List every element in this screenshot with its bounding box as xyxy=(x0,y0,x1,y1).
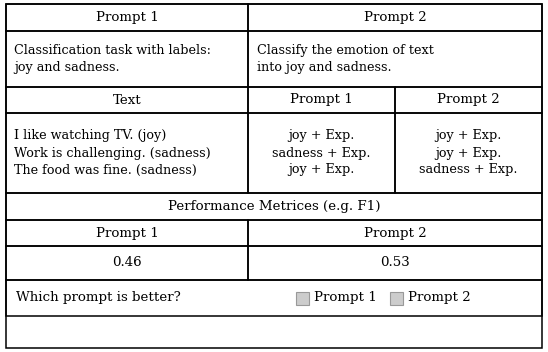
Bar xyxy=(248,31,542,87)
Bar xyxy=(6,193,542,220)
Bar xyxy=(390,291,403,304)
Bar xyxy=(6,246,248,280)
Text: Which prompt is better?: Which prompt is better? xyxy=(16,291,181,304)
Bar xyxy=(6,220,248,246)
Text: Prompt 1: Prompt 1 xyxy=(290,94,353,107)
Bar xyxy=(248,220,542,246)
Text: Classification task with labels:
joy and sadness.: Classification task with labels: joy and… xyxy=(14,44,211,74)
Bar xyxy=(248,4,542,31)
Text: Prompt 2: Prompt 2 xyxy=(364,226,426,239)
Bar xyxy=(395,87,542,113)
Bar xyxy=(248,113,395,193)
Text: Prompt 1: Prompt 1 xyxy=(96,11,158,24)
Text: Prompt 1: Prompt 1 xyxy=(314,291,377,304)
Bar xyxy=(248,87,395,113)
Text: Performance Metrices (e.g. F1): Performance Metrices (e.g. F1) xyxy=(168,200,380,213)
Text: joy + Exp.
sadness + Exp.
joy + Exp.: joy + Exp. sadness + Exp. joy + Exp. xyxy=(272,130,371,176)
Bar xyxy=(6,87,248,113)
Text: Prompt 2: Prompt 2 xyxy=(408,291,471,304)
Bar xyxy=(6,4,248,31)
Bar xyxy=(6,31,248,87)
Bar xyxy=(6,280,542,316)
Text: I like watching TV. (joy)
Work is challenging. (sadness)
The food was fine. (sad: I like watching TV. (joy) Work is challe… xyxy=(14,130,211,176)
Text: Classify the emotion of text
into joy and sadness.: Classify the emotion of text into joy an… xyxy=(257,44,434,74)
Bar xyxy=(296,291,309,304)
Text: Prompt 1: Prompt 1 xyxy=(96,226,158,239)
Text: joy + Exp.
joy + Exp.
sadness + Exp.: joy + Exp. joy + Exp. sadness + Exp. xyxy=(419,130,518,176)
Text: 0.53: 0.53 xyxy=(380,257,410,270)
Text: Text: Text xyxy=(113,94,141,107)
Bar xyxy=(395,113,542,193)
Text: 0.46: 0.46 xyxy=(112,257,142,270)
Bar xyxy=(6,113,248,193)
Text: Prompt 2: Prompt 2 xyxy=(364,11,426,24)
Bar xyxy=(248,246,542,280)
Text: Prompt 2: Prompt 2 xyxy=(437,94,500,107)
